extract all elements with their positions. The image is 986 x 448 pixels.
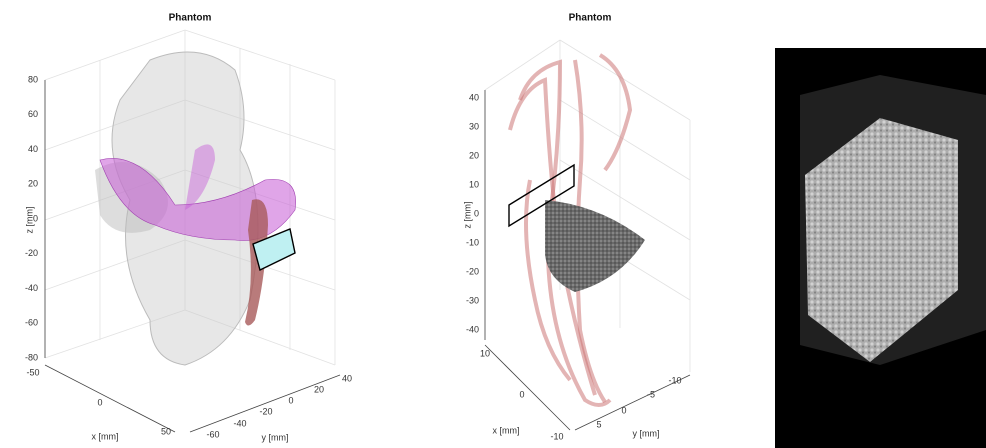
z-tick-label: 30: [469, 121, 479, 131]
x-axis-label: x [mm]: [493, 425, 520, 435]
tissue-shape: [99, 158, 296, 241]
z-tick-label: 60: [28, 109, 38, 119]
y-tick-label: -5: [647, 389, 655, 399]
y-tick-label: 5: [596, 419, 601, 429]
x-tick-label: 10: [480, 348, 490, 358]
probe-plane: [252, 228, 296, 271]
x-tick-label: 0: [519, 389, 524, 399]
z-tick-label: 40: [469, 92, 479, 102]
ultrasound-slice: [545, 200, 645, 292]
z-tick-label: 40: [28, 144, 38, 154]
y-tick-label: 40: [342, 373, 352, 383]
x-tick-label: 50: [161, 426, 171, 436]
vessel: [598, 53, 633, 172]
vessel: [524, 179, 572, 382]
y-tick-label: -10: [668, 375, 681, 385]
panel-title: Phantom: [569, 13, 612, 24]
z-tick-label: 10: [469, 179, 479, 189]
z-tick-label: -30: [466, 295, 479, 305]
speckle-volume: [805, 118, 958, 362]
z-tick-label: -20: [466, 266, 479, 276]
probe-plane: [508, 163, 575, 228]
x-tick-label: -50: [26, 367, 39, 377]
left-axes: [44, 80, 341, 433]
y-axis-label: y [mm]: [633, 428, 660, 438]
middle-axes: [484, 90, 691, 431]
z-tick-label: -40: [25, 283, 38, 293]
y-axis-label: y [mm]: [262, 432, 289, 442]
z-tick-label: -10: [466, 237, 479, 247]
y-tick-label: 20: [314, 384, 324, 394]
z-tick-label: 0: [474, 208, 479, 218]
y-tick-label: 0: [621, 405, 626, 415]
z-tick-label: 20: [469, 150, 479, 160]
z-tick-label: -40: [466, 324, 479, 334]
z-tick-label: -60: [25, 318, 38, 328]
panel-title: Phantom: [169, 13, 212, 24]
middle-grid: [484, 39, 691, 372]
x-tick-label: -10: [550, 431, 563, 441]
x-axis-label: x [mm]: [92, 431, 119, 441]
z-tick-label: 20: [28, 179, 38, 189]
y-tick-label: -40: [233, 418, 246, 428]
tissue-shape: [185, 144, 215, 210]
y-tick-label: -60: [206, 429, 219, 439]
z-tick-label: -20: [25, 248, 38, 258]
y-tick-label: 0: [288, 395, 293, 405]
z-tick-label: -80: [25, 352, 38, 362]
z-axis-label: z [mm]: [462, 202, 472, 229]
x-tick-label: 0: [97, 397, 102, 407]
vessel: [508, 77, 597, 396]
z-tick-label: 80: [28, 74, 38, 84]
y-tick-label: -20: [259, 406, 272, 416]
vessel: [245, 199, 268, 326]
z-tick-label: 0: [33, 213, 38, 223]
z-axis-label: z [mm]: [24, 207, 34, 234]
